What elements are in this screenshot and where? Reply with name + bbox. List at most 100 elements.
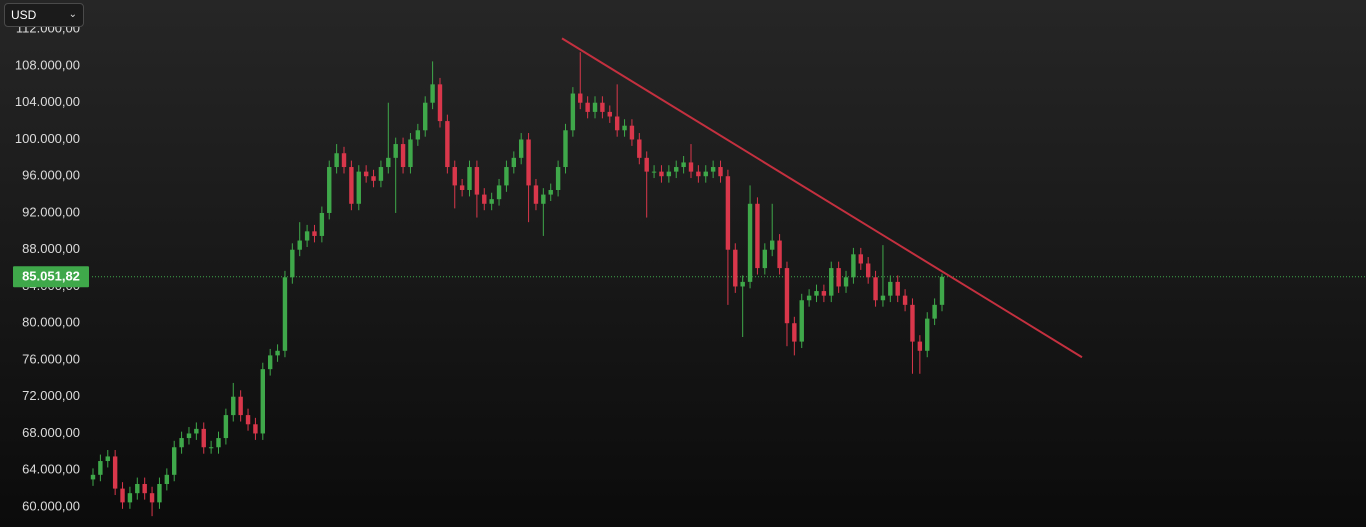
candle-body xyxy=(164,474,170,485)
candle-body xyxy=(895,281,900,296)
candle-body xyxy=(917,341,923,351)
candle xyxy=(223,408,229,445)
candle xyxy=(858,247,863,270)
candle-body xyxy=(843,277,849,287)
candle xyxy=(349,160,354,211)
candle-body xyxy=(733,249,738,287)
candle xyxy=(747,185,753,289)
candle-body xyxy=(400,144,406,168)
candle xyxy=(504,160,509,192)
candle-body xyxy=(186,433,192,439)
candle-body xyxy=(312,231,317,236)
candle xyxy=(865,257,871,284)
candle xyxy=(843,270,849,293)
trendline xyxy=(561,37,1083,359)
candle xyxy=(386,102,391,174)
candle-body xyxy=(423,102,428,131)
candle xyxy=(208,440,214,454)
candle-body xyxy=(371,176,376,181)
candle xyxy=(533,178,539,211)
candle-body xyxy=(120,488,125,503)
candle-body xyxy=(792,323,797,342)
candle-body xyxy=(563,130,568,168)
candle-body xyxy=(467,167,472,190)
candle-body xyxy=(304,231,310,241)
candle xyxy=(157,477,162,509)
currency-label: USD xyxy=(11,8,37,22)
candle-body xyxy=(814,291,819,296)
candle-body xyxy=(865,263,871,278)
y-tick-label: 76.000,00 xyxy=(22,351,80,366)
candle-body xyxy=(253,424,258,434)
candle-body xyxy=(637,139,642,158)
candle-body xyxy=(629,125,635,140)
candle-body xyxy=(179,438,184,448)
candle xyxy=(696,165,701,183)
y-tick-label: 104.000,00 xyxy=(15,94,80,109)
candle-body xyxy=(851,254,856,278)
candle-body xyxy=(718,167,723,177)
candle-body xyxy=(297,240,302,250)
candle xyxy=(304,224,310,247)
candle xyxy=(253,417,258,440)
candle-body xyxy=(135,484,140,494)
candle xyxy=(467,160,472,197)
candle-body xyxy=(555,167,561,190)
candle xyxy=(437,77,443,128)
currency-select[interactable]: USD ⌄ xyxy=(4,3,84,27)
candle-body xyxy=(880,295,886,301)
candle xyxy=(799,293,804,349)
candle xyxy=(164,468,170,491)
candle xyxy=(297,222,302,257)
candle xyxy=(932,298,937,326)
candle xyxy=(570,87,576,137)
candle xyxy=(555,160,561,197)
candle xyxy=(430,61,435,110)
candle xyxy=(873,270,878,307)
candle xyxy=(275,344,280,362)
candle xyxy=(423,96,428,137)
candle xyxy=(806,289,812,307)
candle xyxy=(149,486,155,517)
candle xyxy=(762,243,768,275)
candle-body xyxy=(829,268,834,296)
candle xyxy=(674,160,679,179)
candle xyxy=(895,275,900,303)
candle-body xyxy=(622,125,627,131)
candle xyxy=(821,284,827,303)
candle xyxy=(363,165,369,183)
candle xyxy=(939,273,945,312)
candle xyxy=(90,468,96,486)
candle xyxy=(902,289,908,312)
candle xyxy=(511,151,517,174)
y-tick-label: 96.000,00 xyxy=(22,168,80,183)
candle-body xyxy=(157,484,162,503)
candle xyxy=(592,96,598,119)
candle-body xyxy=(223,415,229,439)
candle xyxy=(710,160,716,179)
candle xyxy=(637,133,642,165)
candle-body xyxy=(378,167,384,181)
candle xyxy=(578,52,583,110)
candle-body xyxy=(710,167,716,172)
candle xyxy=(260,362,265,440)
candle xyxy=(452,160,457,209)
candle-body xyxy=(260,369,265,434)
candle xyxy=(142,477,147,500)
candle xyxy=(238,390,243,422)
candle xyxy=(120,482,125,509)
candle-body xyxy=(267,355,273,370)
candle-body xyxy=(194,428,199,434)
candle-body xyxy=(341,153,347,168)
candle xyxy=(393,137,398,213)
candle-body xyxy=(290,249,295,278)
candle-body xyxy=(437,84,443,122)
candle-body xyxy=(806,295,812,301)
candle-body xyxy=(740,281,745,287)
y-tick-label: 72.000,00 xyxy=(22,388,80,403)
candle xyxy=(290,243,295,284)
candle-body xyxy=(275,350,280,356)
candle xyxy=(445,114,450,174)
